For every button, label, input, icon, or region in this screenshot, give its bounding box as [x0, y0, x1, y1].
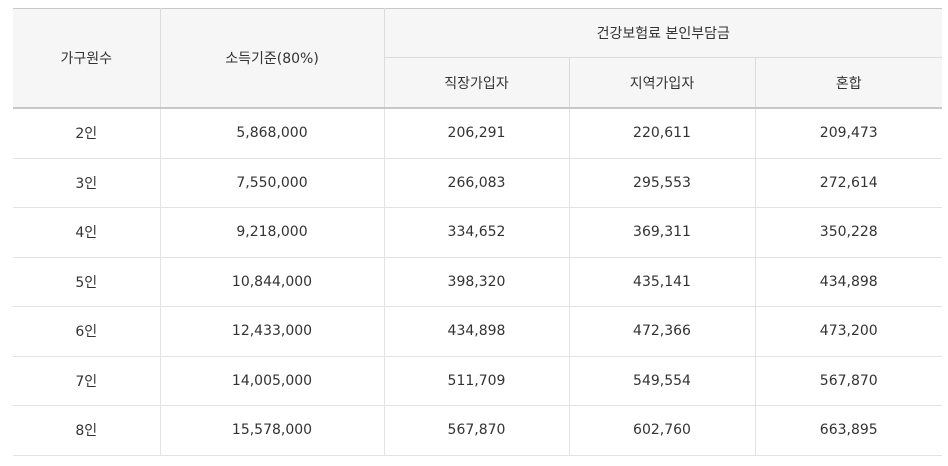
cell-household: 5인: [13, 257, 161, 307]
cell-household: 2인: [13, 108, 161, 159]
cell-mixed: 272,614: [755, 158, 943, 208]
table-row: 6인 12,433,000 434,898 472,366 473,200: [13, 306, 943, 357]
insurance-table: 가구원수 소득기준(80%) 건강보험료 본인부담금 직장가입자 지역가입자 혼…: [13, 8, 943, 456]
cell-regional: 472,366: [569, 306, 756, 357]
cell-employee: 567,870: [384, 405, 570, 456]
cell-income: 10,844,000: [160, 257, 385, 307]
table-header: 가구원수 소득기준(80%) 건강보험료 본인부담금 직장가입자 지역가입자 혼…: [13, 8, 943, 109]
table-body: 2인 5,868,000 206,291 220,611 209,473 3인 …: [13, 108, 943, 456]
cell-regional: 220,611: [569, 108, 756, 159]
cell-regional: 602,760: [569, 405, 756, 456]
cell-income: 9,218,000: [160, 207, 385, 258]
header-regional: 지역가입자: [569, 57, 756, 109]
cell-mixed: 434,898: [755, 257, 943, 307]
cell-employee: 511,709: [384, 356, 570, 406]
cell-income: 14,005,000: [160, 356, 385, 406]
cell-household: 6인: [13, 306, 161, 357]
cell-income: 7,550,000: [160, 158, 385, 208]
table-row: 5인 10,844,000 398,320 435,141 434,898: [13, 257, 943, 307]
cell-income: 15,578,000: [160, 405, 385, 456]
cell-regional: 549,554: [569, 356, 756, 406]
cell-employee: 206,291: [384, 108, 570, 159]
table-row: 4인 9,218,000 334,652 369,311 350,228: [13, 207, 943, 258]
header-group-premium: 건강보험료 본인부담금: [384, 8, 943, 58]
cell-regional: 369,311: [569, 207, 756, 258]
cell-regional: 295,553: [569, 158, 756, 208]
cell-employee: 266,083: [384, 158, 570, 208]
table-row: 2인 5,868,000 206,291 220,611 209,473: [13, 108, 943, 159]
header-employee: 직장가입자: [384, 57, 570, 109]
header-household: 가구원수: [13, 8, 161, 109]
cell-income: 12,433,000: [160, 306, 385, 357]
cell-income: 5,868,000: [160, 108, 385, 159]
cell-household: 8인: [13, 405, 161, 456]
cell-mixed: 350,228: [755, 207, 943, 258]
cell-regional: 435,141: [569, 257, 756, 307]
header-mixed: 혼합: [755, 57, 943, 109]
cell-mixed: 567,870: [755, 356, 943, 406]
cell-household: 3인: [13, 158, 161, 208]
cell-household: 7인: [13, 356, 161, 406]
table-container: 가구원수 소득기준(80%) 건강보험료 본인부담금 직장가입자 지역가입자 혼…: [13, 8, 943, 456]
cell-mixed: 473,200: [755, 306, 943, 357]
header-income: 소득기준(80%): [160, 8, 385, 109]
cell-employee: 434,898: [384, 306, 570, 357]
cell-mixed: 663,895: [755, 405, 943, 456]
table-row: 3인 7,550,000 266,083 295,553 272,614: [13, 158, 943, 208]
table-row: 8인 15,578,000 567,870 602,760 663,895: [13, 405, 943, 456]
cell-employee: 398,320: [384, 257, 570, 307]
cell-mixed: 209,473: [755, 108, 943, 159]
cell-household: 4인: [13, 207, 161, 258]
table-row: 7인 14,005,000 511,709 549,554 567,870: [13, 356, 943, 406]
cell-employee: 334,652: [384, 207, 570, 258]
